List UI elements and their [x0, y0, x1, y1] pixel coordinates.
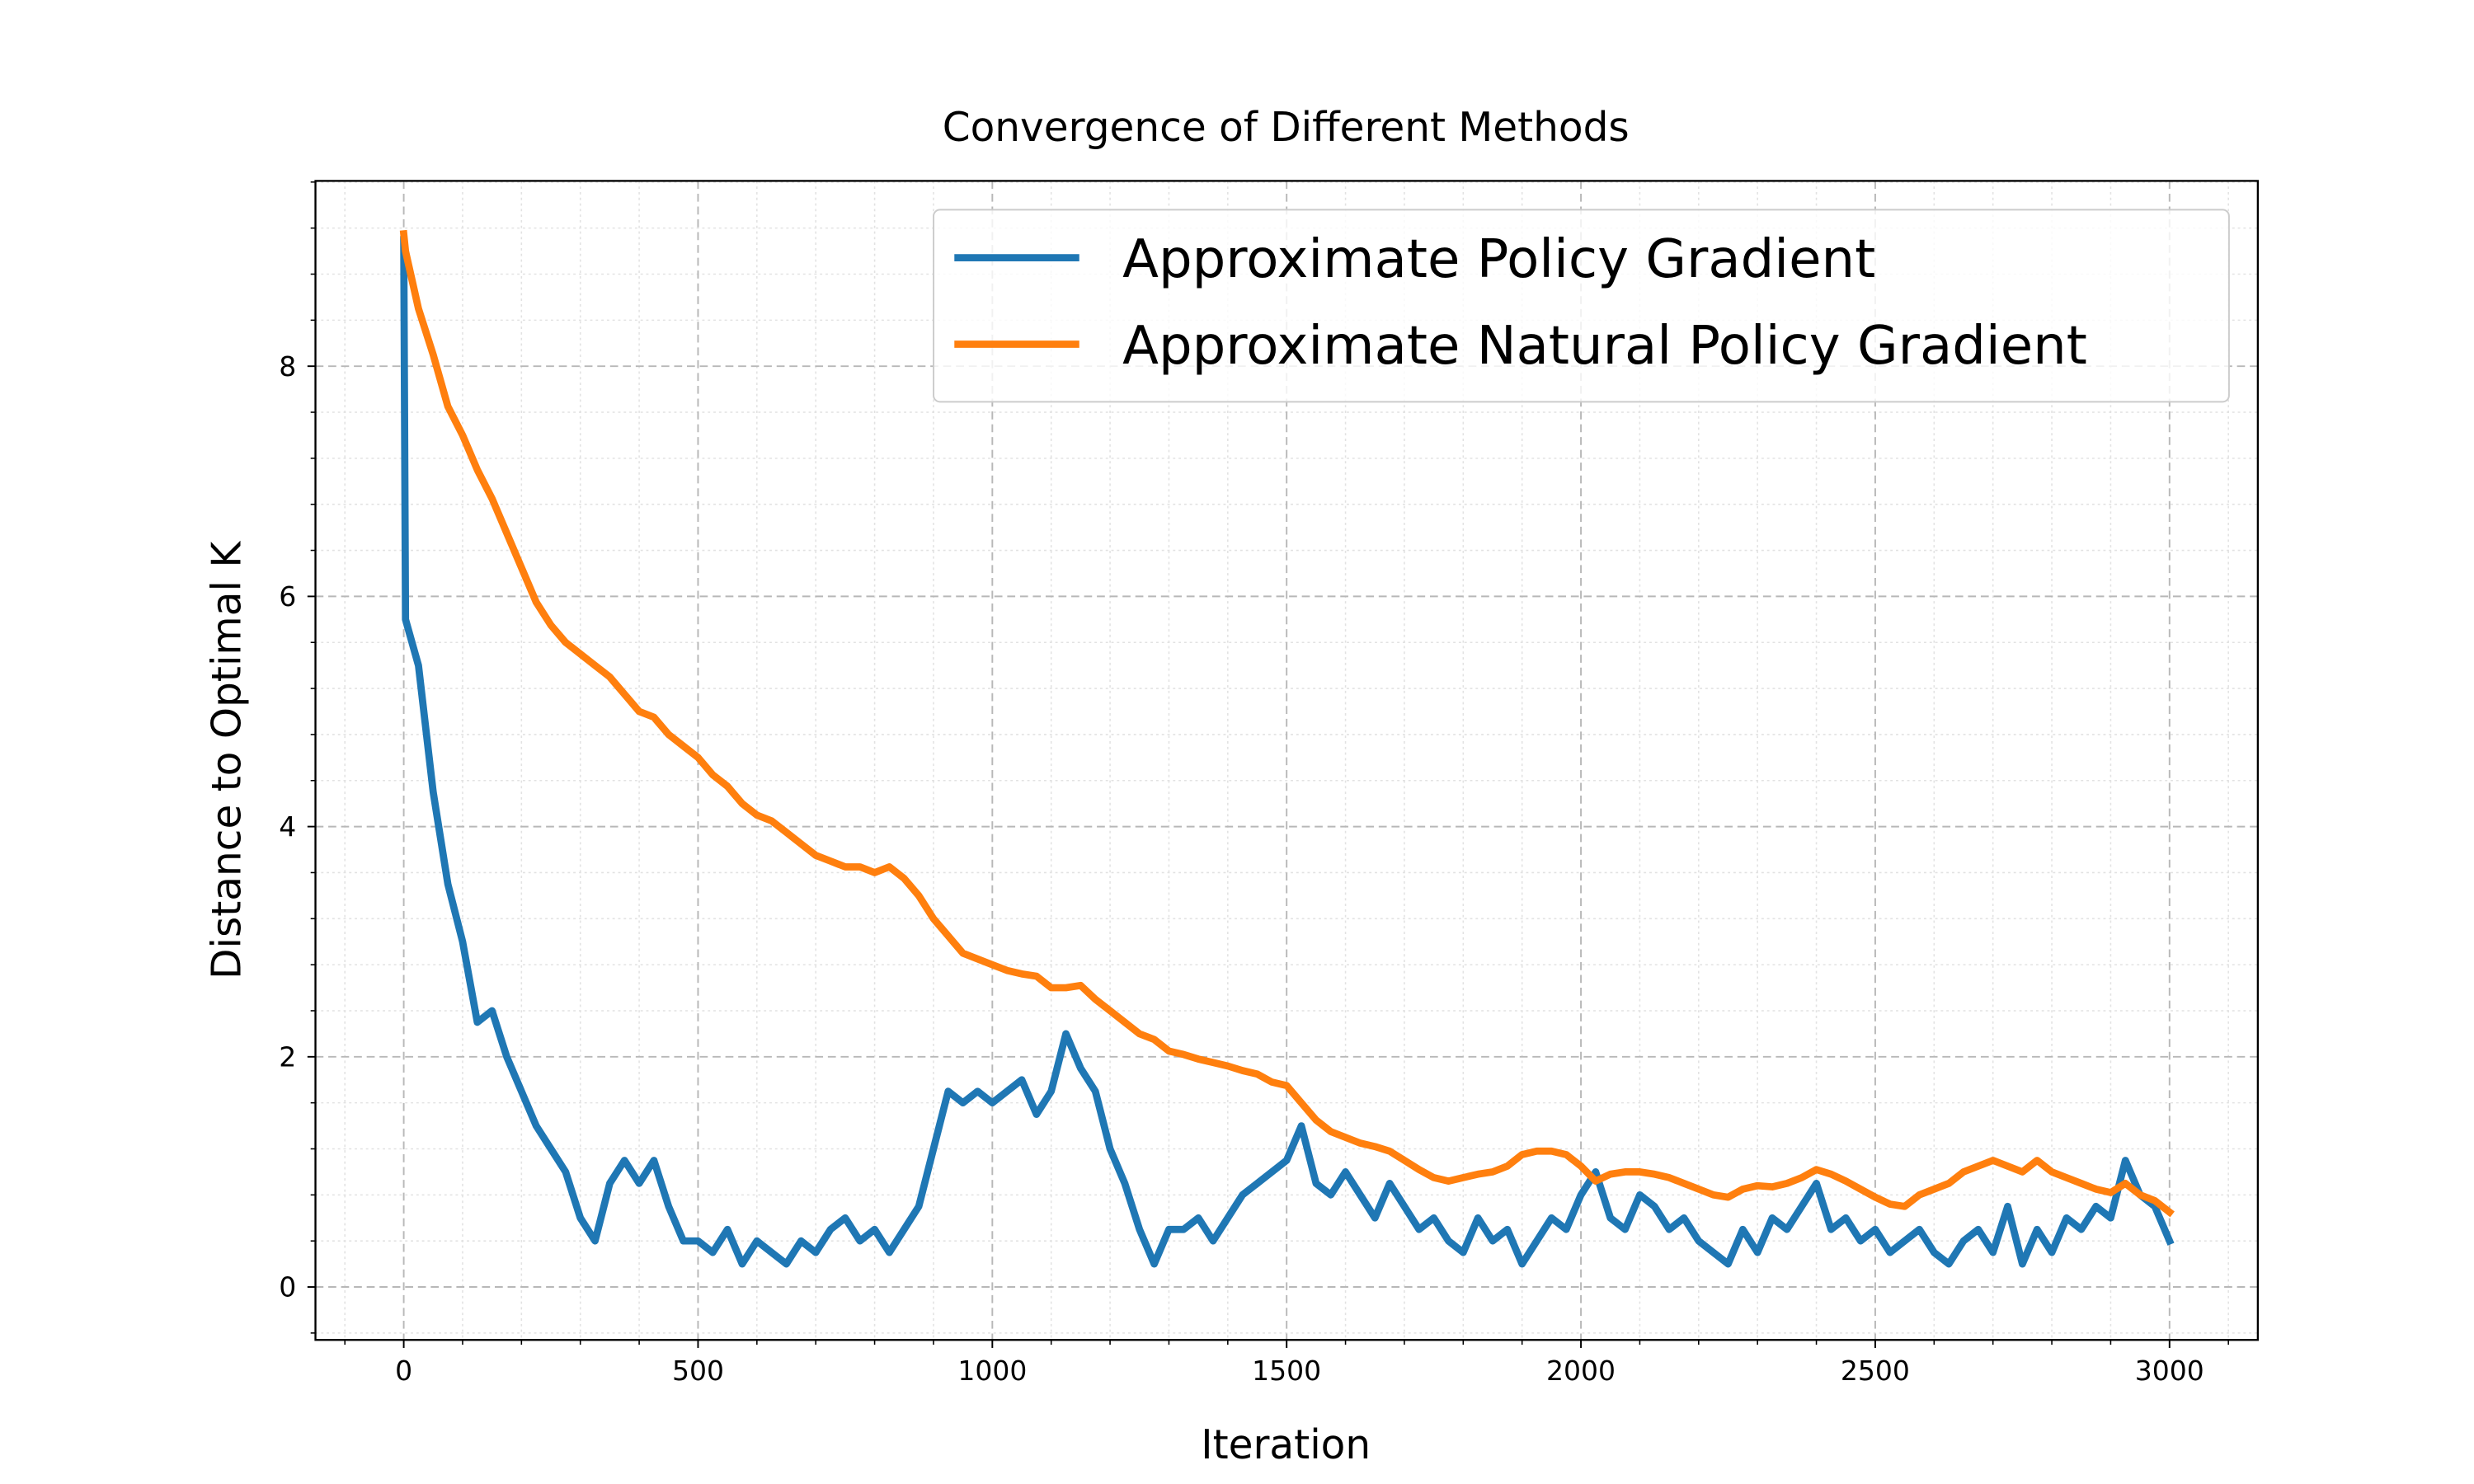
- legend-label: Approximate Policy Gradient: [1122, 229, 1875, 290]
- y-tick-label: 6: [279, 580, 296, 613]
- legend-box: [933, 209, 2230, 403]
- legend-label: Approximate Natural Policy Gradient: [1122, 316, 2087, 377]
- plot-area: [399, 229, 2175, 1268]
- legend: Approximate Policy Gradient Approximate N…: [933, 209, 2230, 403]
- y-tick-label: 8: [279, 350, 296, 383]
- ticks: 0 500 1000 1500 2000 2500 3000 0 2 4 6 8: [279, 181, 2229, 1387]
- series-line: [400, 236, 2175, 1268]
- y-tick-label: 0: [279, 1271, 296, 1303]
- x-tick-label: 1500: [1252, 1355, 1321, 1387]
- x-tick-label: 0: [395, 1355, 412, 1387]
- x-tick-label: 3000: [2135, 1355, 2204, 1387]
- y-axis-label: Distance to Optimal K: [204, 541, 250, 979]
- y-tick-label: 4: [279, 810, 296, 843]
- y-tick-label: 2: [279, 1040, 296, 1073]
- x-tick-label: 1000: [957, 1355, 1027, 1387]
- x-axis-label: Iteration: [1201, 1422, 1371, 1468]
- x-tick-label: 500: [672, 1355, 724, 1387]
- chart-title: Convergence of Different Methods: [943, 105, 1630, 151]
- x-tick-label: 2500: [1841, 1355, 1910, 1387]
- series-line: [399, 229, 2175, 1218]
- x-tick-label: 2000: [1546, 1355, 1616, 1387]
